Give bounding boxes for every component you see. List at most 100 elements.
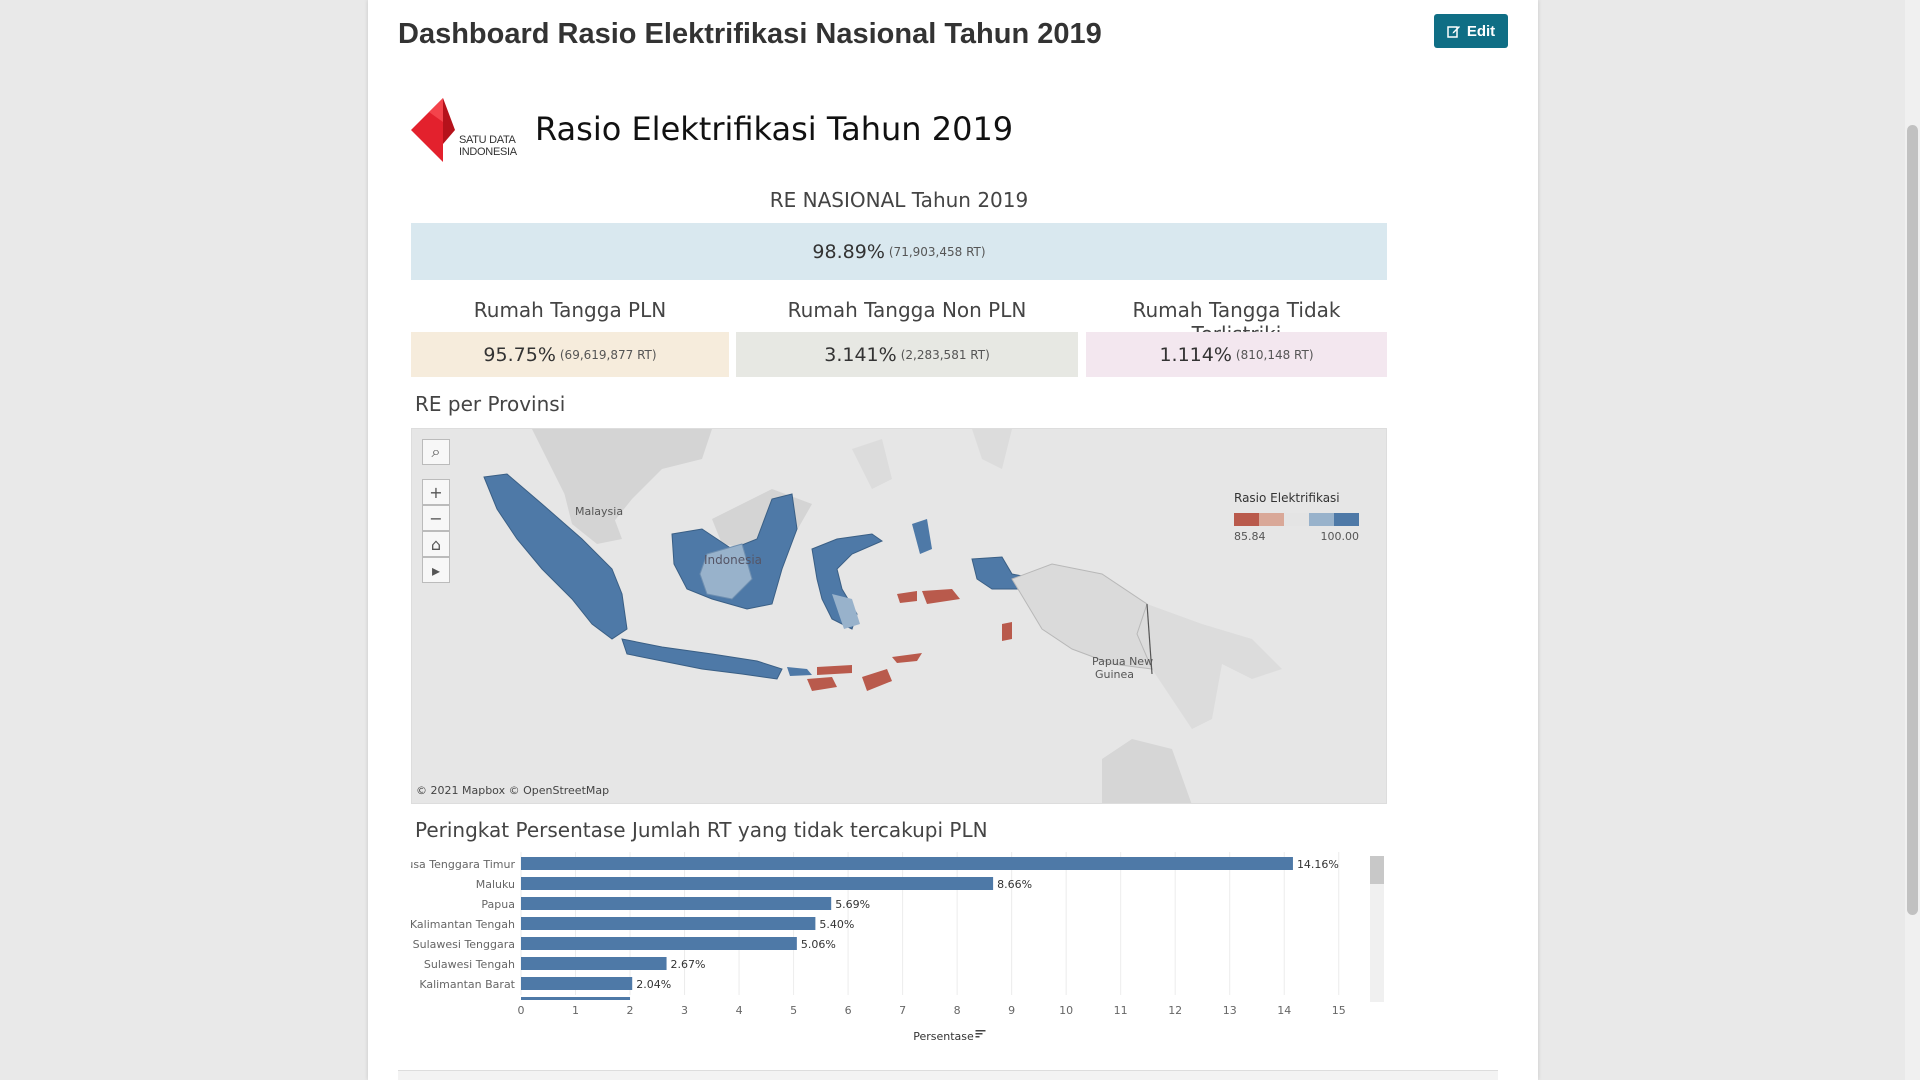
bar[interactable] xyxy=(521,877,994,890)
play-icon[interactable]: ▸ xyxy=(422,557,450,583)
island-flores[interactable] xyxy=(892,653,922,663)
island-buru[interactable] xyxy=(897,591,917,603)
bar[interactable] xyxy=(521,937,797,950)
kpi-pln-detail: (69,619,877 RT) xyxy=(559,347,657,362)
island-sumatra[interactable] xyxy=(483,473,628,640)
x-tick-label: 13 xyxy=(1223,1004,1237,1017)
bar-category-label: Papua xyxy=(481,898,515,911)
kpi-pln-value: 95.75% xyxy=(483,343,556,366)
national-kpi[interactable]: 98.89% (71,903,458 RT) xyxy=(411,223,1387,280)
search-icon[interactable]: ⌕ xyxy=(422,439,450,465)
kpi-unelectrified-detail: (810,148 RT) xyxy=(1235,347,1314,362)
bar-category-label: Kalimantan Tengah xyxy=(411,918,515,931)
map-canvas[interactable]: Malaysia Indonesia Papua New Guinea xyxy=(412,429,1387,804)
bar-value-label: 5.40% xyxy=(819,918,854,931)
bar-chart[interactable]: Nusa Tenggara Timur 14.16% Maluku 8.66% Papu… xyxy=(398,852,1371,1080)
national-label: RE NASIONAL Tahun 2019 xyxy=(769,188,1029,212)
island-sulawesi[interactable] xyxy=(811,533,884,630)
kpi-nonpln-detail: (2,283,581 RT) xyxy=(900,347,990,362)
map-toolbar: ⌕ + − ⌂ ▸ xyxy=(422,439,450,583)
bar-category-label: Nusa Tenggara Timur xyxy=(411,858,515,871)
island-seram[interactable] xyxy=(922,589,960,604)
page-title: Dashboard Rasio Elektrifikasi Nasional T… xyxy=(398,18,1102,50)
border-png xyxy=(1146,603,1153,675)
province-sulawesi-tenggara[interactable] xyxy=(832,594,860,629)
sort-icon[interactable] xyxy=(975,1030,986,1038)
kpi-pln-label: Rumah Tangga PLN xyxy=(473,298,667,322)
island-ntb[interactable] xyxy=(817,665,852,675)
bar-value-label: 14.16% xyxy=(1297,858,1339,871)
x-tick-label: 14 xyxy=(1277,1004,1291,1017)
x-tick-label: 7 xyxy=(899,1004,906,1017)
bar[interactable] xyxy=(521,957,667,970)
island-aru[interactable] xyxy=(1002,622,1012,641)
map-label-malaysia: Malaysia xyxy=(575,505,623,518)
legend-title: Rasio Elektrifikasi xyxy=(1234,491,1340,505)
land-papua-new-guinea xyxy=(1137,604,1282,729)
bar-partial[interactable] xyxy=(521,997,631,1000)
land-australia xyxy=(1102,739,1192,803)
logo-text-line2: INDONESIA xyxy=(459,146,517,158)
x-tick-label: 11 xyxy=(1114,1004,1128,1017)
kpi-unelectrified-value: 1.114% xyxy=(1159,343,1232,366)
x-tick-label: 0 xyxy=(518,1004,525,1017)
bar-chart-svg[interactable]: Nusa Tenggara Timur 14.16% Maluku 8.66% Papu… xyxy=(398,852,1371,1080)
x-tick-label: 1 xyxy=(572,1004,579,1017)
bar[interactable] xyxy=(521,977,633,990)
bar-category-label: Maluku xyxy=(476,878,515,891)
legend-swatch xyxy=(1309,513,1334,526)
island-sumba[interactable] xyxy=(807,677,837,691)
map-title: RE per Provinsi xyxy=(415,392,566,416)
map-label-png-line1: Papua New xyxy=(1092,655,1153,668)
kpi-nonpln[interactable]: 3.141% (2,283,581 RT) xyxy=(736,332,1078,377)
chart-scrollbar-thumb[interactable] xyxy=(1370,856,1384,884)
zoom-out-icon[interactable]: − xyxy=(422,505,450,531)
x-tick-label: 3 xyxy=(681,1004,688,1017)
bar-category-label: Sulawesi Tenggara xyxy=(413,938,515,951)
viz-toolbar xyxy=(398,1070,1498,1080)
island-papua[interactable] xyxy=(1011,563,1153,670)
bar[interactable] xyxy=(521,917,816,930)
map-legend: Rasio Elektrifikasi 85.84 100.00 xyxy=(1234,491,1359,543)
edit-button-label: Edit xyxy=(1466,22,1496,40)
island-halmahera[interactable] xyxy=(912,519,932,554)
pencil-icon xyxy=(1447,24,1461,38)
x-tick-label: 10 xyxy=(1059,1004,1073,1017)
bar-value-label: 8.66% xyxy=(997,878,1032,891)
bar-category-label: Kalimantan Barat xyxy=(419,978,515,991)
legend-color-bar xyxy=(1234,513,1359,526)
land-malaysia xyxy=(562,484,622,544)
home-icon[interactable]: ⌂ xyxy=(422,531,450,557)
legend-swatch xyxy=(1284,513,1309,526)
map-label-indonesia: Indonesia xyxy=(704,553,762,567)
island-java[interactable] xyxy=(621,638,783,680)
kpi-pln[interactable]: 95.75% (69,619,877 RT) xyxy=(411,332,729,377)
land-philippines xyxy=(852,439,892,489)
island-bali[interactable] xyxy=(787,667,812,676)
bar-category-label: Sulawesi Tengah xyxy=(424,958,515,971)
zoom-in-icon[interactable]: + xyxy=(422,479,450,505)
window-scrollbar[interactable] xyxy=(1905,0,1920,1080)
kpi-unelectrified[interactable]: 1.114% (810,148 RT) xyxy=(1086,332,1387,377)
province-kalimantan-tengah[interactable] xyxy=(699,543,753,600)
x-tick-label: 9 xyxy=(1008,1004,1015,1017)
province-map[interactable]: Malaysia Indonesia Papua New Guinea ⌕ + … xyxy=(411,428,1387,804)
window-scrollbar-thumb[interactable] xyxy=(1907,125,1918,915)
map-attribution: © 2021 Mapbox © OpenStreetMap xyxy=(416,784,610,797)
bar-value-label: 5.69% xyxy=(835,898,870,911)
chart-scrollbar[interactable] xyxy=(1370,856,1384,1002)
island-timor[interactable] xyxy=(862,669,892,691)
legend-swatch xyxy=(1234,513,1259,526)
kpi-nonpln-value: 3.141% xyxy=(824,343,897,366)
land-philippines-north xyxy=(972,429,1012,469)
bar[interactable] xyxy=(521,857,1293,870)
legend-min: 85.84 xyxy=(1234,530,1266,543)
x-axis-label: Persentase xyxy=(913,1030,974,1043)
bar-value-label: 2.67% xyxy=(671,958,706,971)
x-tick-label: 4 xyxy=(736,1004,743,1017)
bar[interactable] xyxy=(521,897,832,910)
x-tick-label: 15 xyxy=(1332,1004,1346,1017)
satu-data-logo: SATU DATA INDONESIA xyxy=(411,92,531,162)
tableau-viz: SATU DATA INDONESIA Rasio Elektrifikasi … xyxy=(368,70,1538,1080)
edit-button[interactable]: Edit xyxy=(1434,14,1508,48)
